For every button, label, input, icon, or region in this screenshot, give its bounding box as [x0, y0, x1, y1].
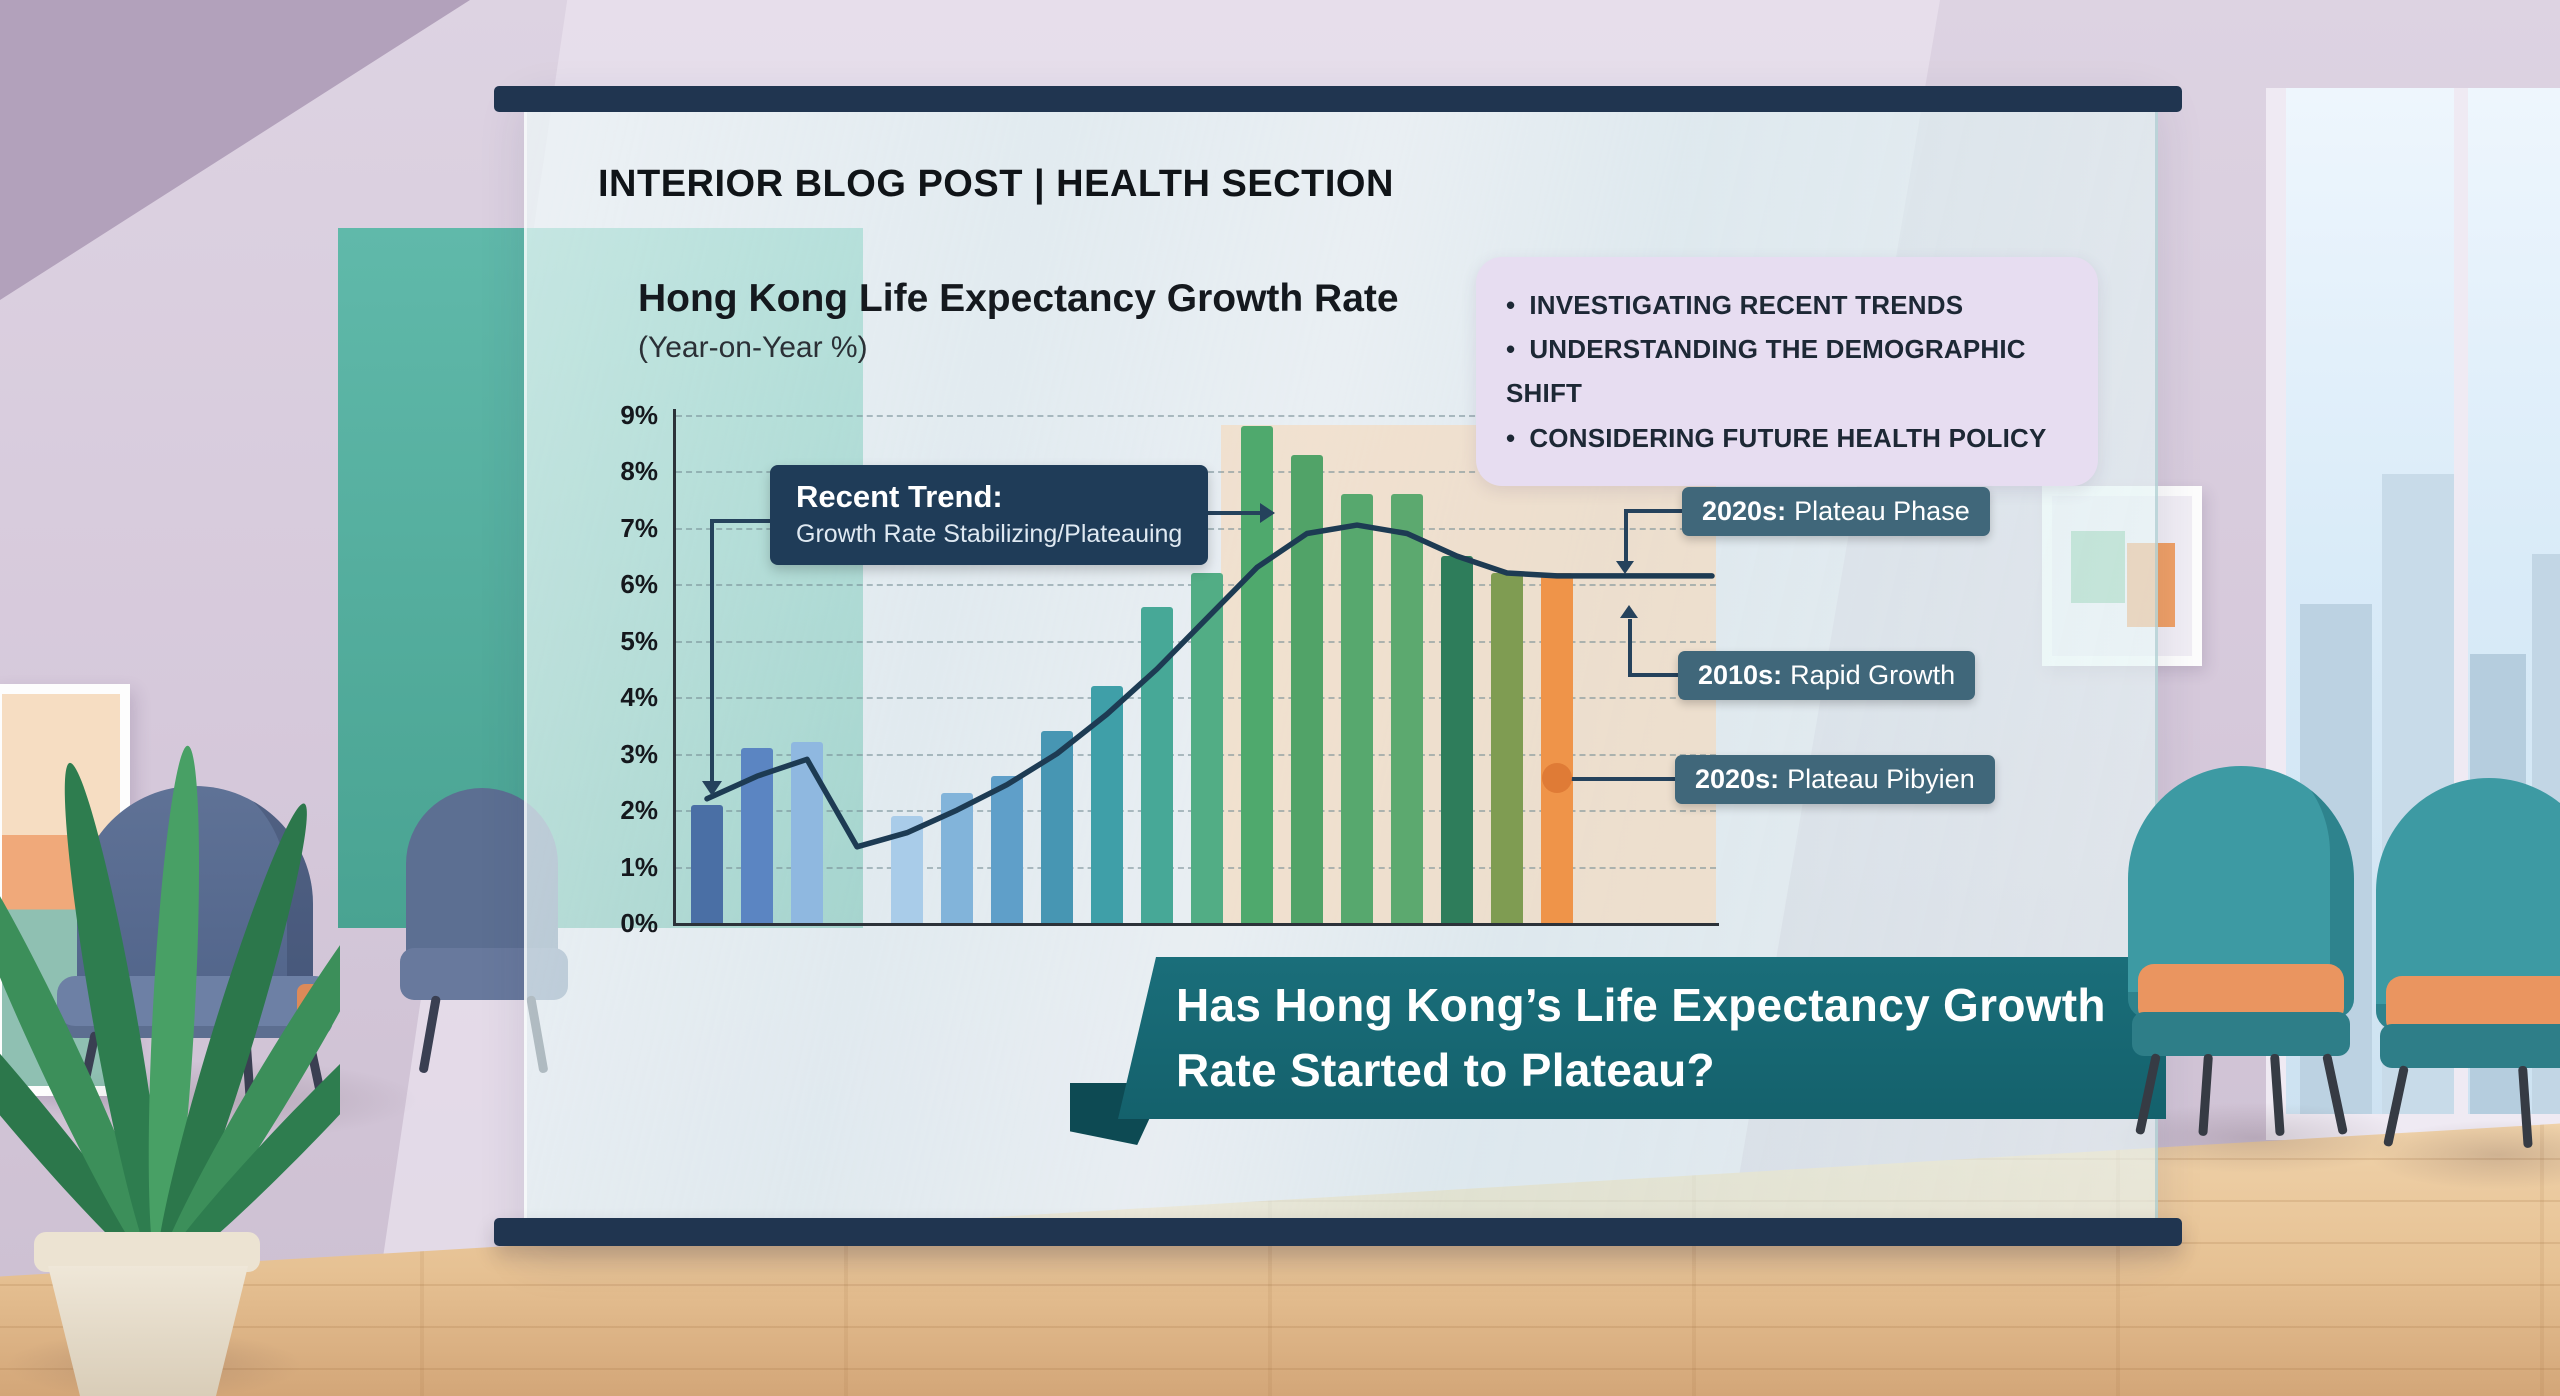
y-tick-label: 7% — [620, 512, 658, 543]
callout-connector-line — [1204, 511, 1262, 515]
chair-leg — [418, 995, 441, 1074]
plant-pot-rim — [34, 1232, 260, 1272]
board-content: INTERIOR BLOG POST | HEALTH SECTION Hong… — [524, 91, 2166, 1245]
chair-leg — [2135, 1053, 2161, 1136]
headline-line: Has Hong Kong’s Life Expectancy Growth — [1176, 979, 2106, 1031]
chart-bar — [991, 776, 1023, 923]
badge-connector-line — [1628, 673, 1678, 677]
era-badge-rapid-growth: 2010s: Rapid Growth — [1678, 651, 1976, 700]
badge-connector-line — [1624, 509, 1682, 513]
era-badge-plateau: 2020s: Plateau Pibyien — [1675, 755, 1995, 804]
badge-year: 2010s: — [1698, 660, 1783, 690]
chart-bar — [1341, 494, 1373, 923]
badge-connector-line — [1558, 777, 1675, 781]
badge-year: 2020s: — [1695, 764, 1780, 794]
era-badge-plateau-phase: 2020s: Plateau Phase — [1682, 487, 1990, 536]
screen-top-rail — [494, 86, 2182, 112]
topics-box: INVESTIGATING RECENT TRENDS UNDERSTANDIN… — [1476, 257, 2098, 486]
plant-pot — [48, 1266, 248, 1396]
arrow-right-icon — [1260, 503, 1275, 523]
armchair-right-1 — [2118, 766, 2368, 1146]
plant-leaves — [0, 745, 340, 1280]
badge-connector-line — [1628, 619, 1632, 677]
topic-bullet: UNDERSTANDING THE DEMOGRAPHIC SHIFT — [1506, 327, 2068, 415]
y-axis-line — [673, 409, 676, 926]
badge-text: Rapid Growth — [1790, 660, 1956, 690]
recent-trend-callout: Recent Trend: Growth Rate Stabilizing/Pl… — [770, 465, 1209, 565]
marker-dot-icon — [1542, 763, 1572, 793]
callout-connector-line — [710, 519, 770, 523]
y-tick-label: 5% — [620, 625, 658, 656]
gridline — [676, 415, 1716, 417]
badge-text: Plateau Phase — [1794, 496, 1970, 526]
y-tick-label: 6% — [620, 569, 658, 600]
chair-seat — [2132, 1012, 2350, 1056]
y-tick-label: 8% — [620, 456, 658, 487]
y-tick-label: 1% — [620, 851, 658, 882]
chart-bar — [1441, 556, 1473, 923]
topic-bullet: CONSIDERING FUTURE HEALTH POLICY — [1506, 416, 2068, 460]
headline-banner: Has Hong Kong’s Life Expectancy Growth R… — [1118, 957, 2166, 1119]
chair-leg — [2383, 1065, 2409, 1148]
arrow-down-icon — [702, 781, 722, 796]
chair-leg — [2270, 1053, 2285, 1137]
chair-leg — [2322, 1053, 2348, 1136]
chart-bar — [691, 804, 723, 923]
badge-connector-line — [1624, 509, 1628, 565]
y-tick-label: 9% — [620, 400, 658, 430]
chart-subtitle: (Year-on-Year %) — [638, 331, 868, 364]
page-title: INTERIOR BLOG POST | HEALTH SECTION — [598, 163, 1394, 205]
chart-bar — [1491, 573, 1523, 923]
callout-connector-line — [710, 519, 714, 783]
y-tick-label: 0% — [620, 908, 658, 938]
arrow-up-icon — [1620, 605, 1638, 618]
x-axis-line — [673, 923, 1719, 926]
screen-bottom-rail — [494, 1218, 2182, 1246]
headline-line: Rate Started to Plateau? — [1176, 1044, 1715, 1097]
y-tick-label: 4% — [620, 682, 658, 713]
y-tick-label: 2% — [620, 795, 658, 826]
trend-line — [704, 522, 1715, 850]
chair-leg — [2518, 1065, 2533, 1149]
chart-bar — [1391, 494, 1423, 923]
badge-year: 2020s: — [1702, 496, 1787, 526]
arrow-down-icon — [1616, 561, 1634, 574]
chair-seat — [2380, 1024, 2560, 1068]
chair-leg — [2198, 1053, 2213, 1137]
callout-title: Recent Trend: — [796, 479, 1003, 514]
y-tick-label: 3% — [620, 738, 658, 769]
callout-body: Growth Rate Stabilizing/Plateauing — [796, 520, 1183, 548]
chart-bar — [1541, 573, 1573, 923]
chart-title: Hong Kong Life Expectancy Growth Rate — [638, 277, 1399, 320]
topic-bullet: INVESTIGATING RECENT TRENDS — [1506, 283, 2068, 327]
badge-text: Plateau Pibyien — [1787, 764, 1975, 794]
armchair-right-2 — [2366, 778, 2560, 1158]
